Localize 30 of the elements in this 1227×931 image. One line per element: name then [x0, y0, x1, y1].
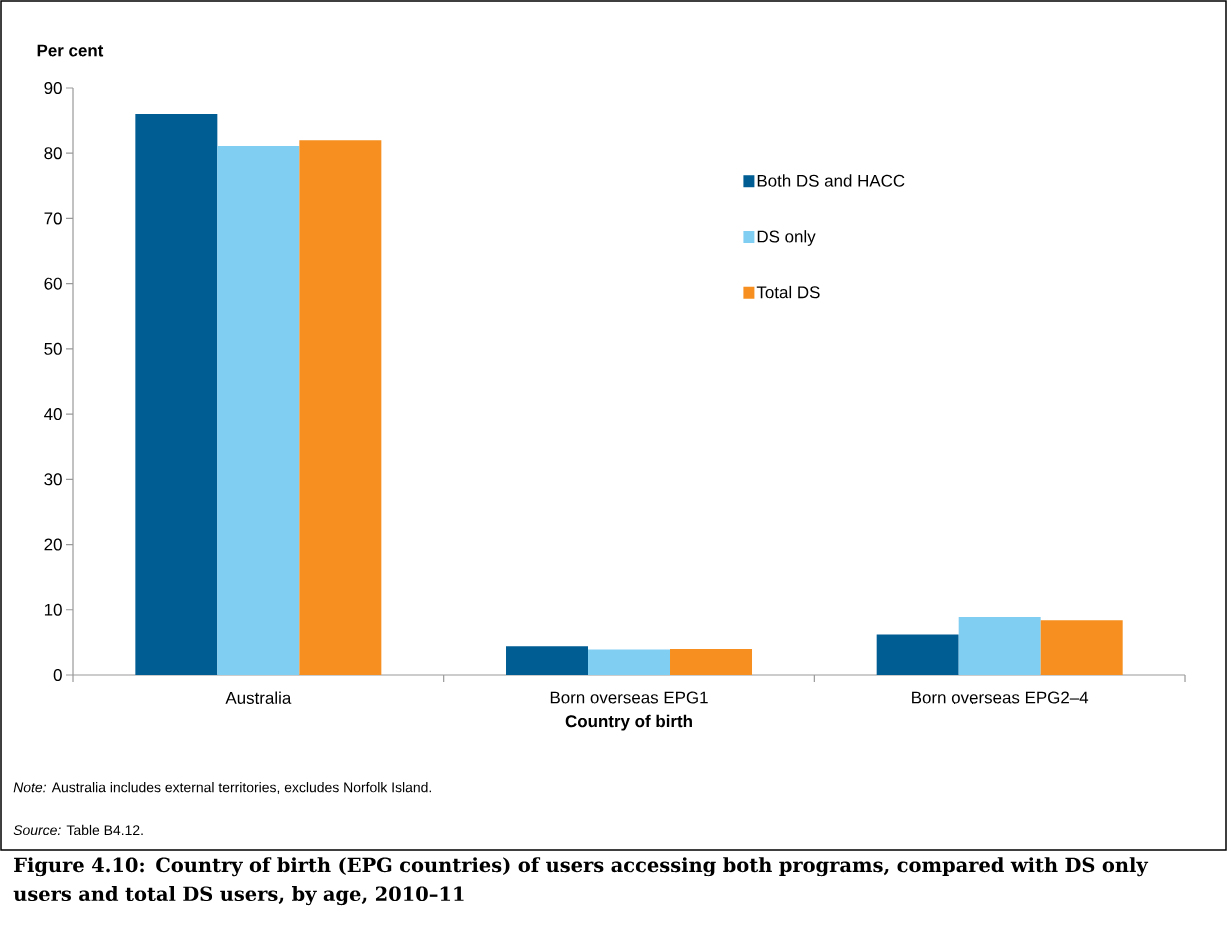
bar — [506, 646, 589, 675]
y-tick-label: 30 — [44, 473, 62, 486]
bar — [588, 649, 671, 675]
x-tick-label: Australia — [225, 691, 292, 704]
legend-label: DS only — [757, 230, 816, 246]
y-tick-label: 60 — [44, 277, 62, 290]
y-tick-label: 80 — [44, 147, 62, 160]
bar — [1040, 620, 1123, 675]
x-axis-title: Country of birth — [565, 714, 692, 731]
y-tick-label: 0 — [53, 668, 62, 681]
y-axis-title: Per cent — [37, 44, 104, 57]
bar — [299, 140, 382, 675]
bar — [958, 616, 1041, 675]
text: Source: Table B4.12. — [13, 824, 143, 836]
y-tick-label: 20 — [44, 538, 62, 551]
bar — [135, 114, 218, 675]
legend-label: Both DS and HACC — [757, 174, 905, 187]
bar — [217, 146, 300, 675]
bar — [876, 634, 959, 675]
y-tick-label: 10 — [44, 603, 62, 616]
y-tick-label: 90 — [44, 81, 62, 94]
text: Note: Australia includes external territories, excludes Norfolk Island. — [13, 782, 431, 794]
x-tick-label: Born overseas EPG2–4 — [912, 691, 1089, 704]
y-tick-label: 40 — [44, 408, 62, 421]
text: Figure 4.10: Country of birth (EPG countries) of users accessing both programs, compared with DS only users and total DS users, by age, 2010–11 — [13, 857, 1149, 906]
x-tick-label: Born overseas EPG1 — [550, 691, 708, 704]
y-tick-label: 50 — [44, 342, 62, 355]
y-tick-label: 70 — [44, 212, 62, 225]
bar — [670, 648, 753, 675]
legend-label: Total DS — [756, 285, 820, 299]
